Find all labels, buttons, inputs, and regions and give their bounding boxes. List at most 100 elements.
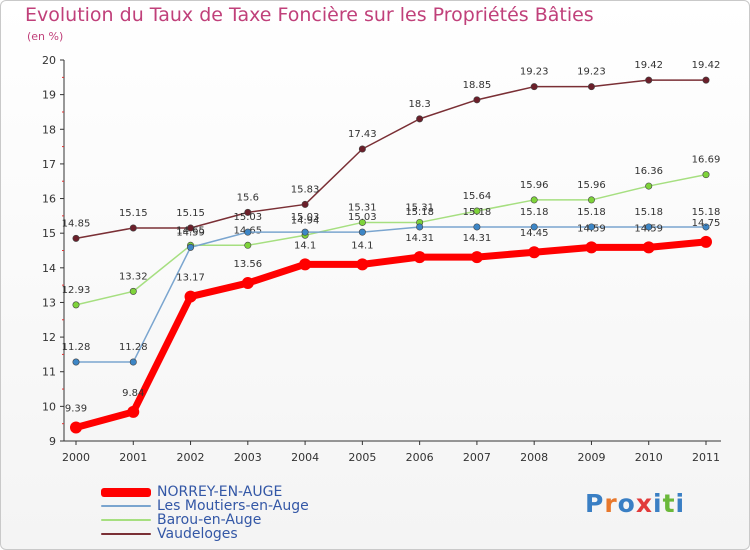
data-label-les-moutiers-en-auge: 15.18 [692,207,721,218]
data-label-vaudeloges: 15.6 [237,192,259,203]
data-point-norrey-en-auge [470,251,483,264]
data-label-barou-en-auge: 14.94 [291,215,320,226]
x-tick-label: 2002 [177,451,205,464]
chart-unit-label: (en %) [27,30,64,43]
legend-label: Les Moutiers-en-Auge [157,498,309,514]
data-point-barou-en-auge [358,218,366,226]
data-label-norrey-en-auge: 13.17 [176,273,205,284]
data-label-norrey-en-auge: 14.31 [463,233,492,244]
x-tick-label: 2009 [577,451,605,464]
data-point-norrey-en-auge [70,421,82,434]
data-point-vaudeloges [129,224,137,232]
data-label-vaudeloges: 14.85 [62,218,91,229]
legend-swatch [101,505,151,507]
data-point-barou-en-auge [702,171,710,179]
data-point-les-moutiers-en-auge [645,223,653,231]
legend-label: Barou-en-Auge [157,512,262,528]
x-tick-label: 2006 [406,451,434,464]
series-line-barou-en-auge [75,173,707,306]
y-tick-label: 18 [42,123,56,136]
y-tick-label: 14 [42,262,56,275]
data-point-les-moutiers-en-auge [530,223,538,231]
logo-letter: x [635,489,653,518]
data-point-les-moutiers-en-auge [587,223,595,231]
legend-label: Vaudeloges [157,526,238,542]
y-tick-label: 11 [42,366,56,379]
data-point-vaudeloges [587,83,595,91]
series-line-vaudeloges [75,79,707,240]
data-label-les-moutiers-en-auge: 11.28 [62,342,91,353]
data-point-vaudeloges [530,83,538,91]
x-tick-label: 2007 [463,451,491,464]
y-tick-label: 9 [49,435,56,448]
data-label-les-moutiers-en-auge: 15.18 [405,207,434,218]
data-point-norrey-en-auge [642,241,655,254]
data-point-norrey-en-auge [528,246,541,259]
data-label-vaudeloges: 18.85 [463,80,492,91]
logo-letter: i [675,489,686,518]
data-label-vaudeloges: 15.83 [291,184,320,195]
data-label-barou-en-auge: 16.36 [634,166,663,177]
data-label-barou-en-auge: 13.32 [119,271,148,282]
data-label-les-moutiers-en-auge: 15.18 [634,207,663,218]
data-label-les-moutiers-en-auge: 11.28 [119,342,148,353]
logo-letter: P [585,489,605,518]
data-label-barou-en-auge: 15.96 [577,180,606,191]
data-label-norrey-en-auge: 9.39 [65,403,87,414]
data-label-les-moutiers-en-auge: 15.18 [463,207,492,218]
y-tick-label: 19 [42,89,56,102]
data-point-les-moutiers-en-auge [72,358,80,366]
data-point-norrey-en-auge [184,290,197,303]
data-label-norrey-en-auge: 14.31 [405,233,434,244]
x-tick-label: 2000 [62,451,90,464]
data-label-les-moutiers-en-auge: 14.59 [176,227,205,238]
data-point-les-moutiers-en-auge [187,243,195,251]
data-point-norrey-en-auge [356,258,369,271]
data-label-vaudeloges: 19.42 [634,60,663,71]
data-point-norrey-en-auge [241,277,254,290]
data-point-norrey-en-auge [413,251,426,264]
data-label-vaudeloges: 17.43 [348,129,377,140]
data-point-les-moutiers-en-auge [702,223,710,231]
data-point-les-moutiers-en-auge [473,223,481,231]
data-point-norrey-en-auge [700,235,712,248]
data-point-vaudeloges [301,200,309,208]
data-label-barou-en-auge: 15.31 [348,202,377,213]
data-label-barou-en-auge: 15.96 [520,180,549,191]
y-tick-label: 15 [42,227,56,240]
data-point-norrey-en-auge [299,258,312,271]
proxiti-logo: Proxiti [585,489,685,518]
data-point-vaudeloges [702,76,710,84]
legend-swatch [101,519,151,521]
x-tick-label: 2001 [119,451,147,464]
x-tick-label: 2003 [234,451,262,464]
y-tick-label: 10 [42,400,56,413]
data-point-vaudeloges [473,96,481,104]
data-label-barou-en-auge: 15.64 [463,191,492,202]
data-label-norrey-en-auge: 14.75 [692,218,721,229]
data-point-vaudeloges [72,234,80,242]
data-point-barou-en-auge [473,207,481,215]
data-label-barou-en-auge: 14.65 [176,225,205,236]
data-label-vaudeloges: 18.3 [409,99,431,110]
x-tick-label: 2008 [520,451,548,464]
data-label-vaudeloges: 19.23 [520,67,549,78]
data-label-norrey-en-auge: 9.84 [122,388,144,399]
data-label-vaudeloges: 15.15 [119,208,148,219]
data-label-norrey-en-auge: 14.59 [577,223,606,234]
legend-swatch [101,488,151,497]
data-point-barou-en-auge [645,182,653,190]
y-tick-label: 13 [42,296,56,309]
x-tick-label: 2005 [348,451,376,464]
data-label-les-moutiers-en-auge: 15.03 [348,212,377,223]
data-point-les-moutiers-en-auge [416,223,424,231]
data-point-norrey-en-auge [585,241,598,254]
chart-title: Evolution du Taux de Taxe Foncière sur l… [25,4,594,26]
data-label-les-moutiers-en-auge: 15.03 [291,212,320,223]
data-label-norrey-en-auge: 14.1 [351,240,373,251]
data-label-norrey-en-auge: 14.59 [634,223,663,234]
y-tick-label: 17 [42,158,56,171]
y-tick-label: 20 [42,54,56,67]
